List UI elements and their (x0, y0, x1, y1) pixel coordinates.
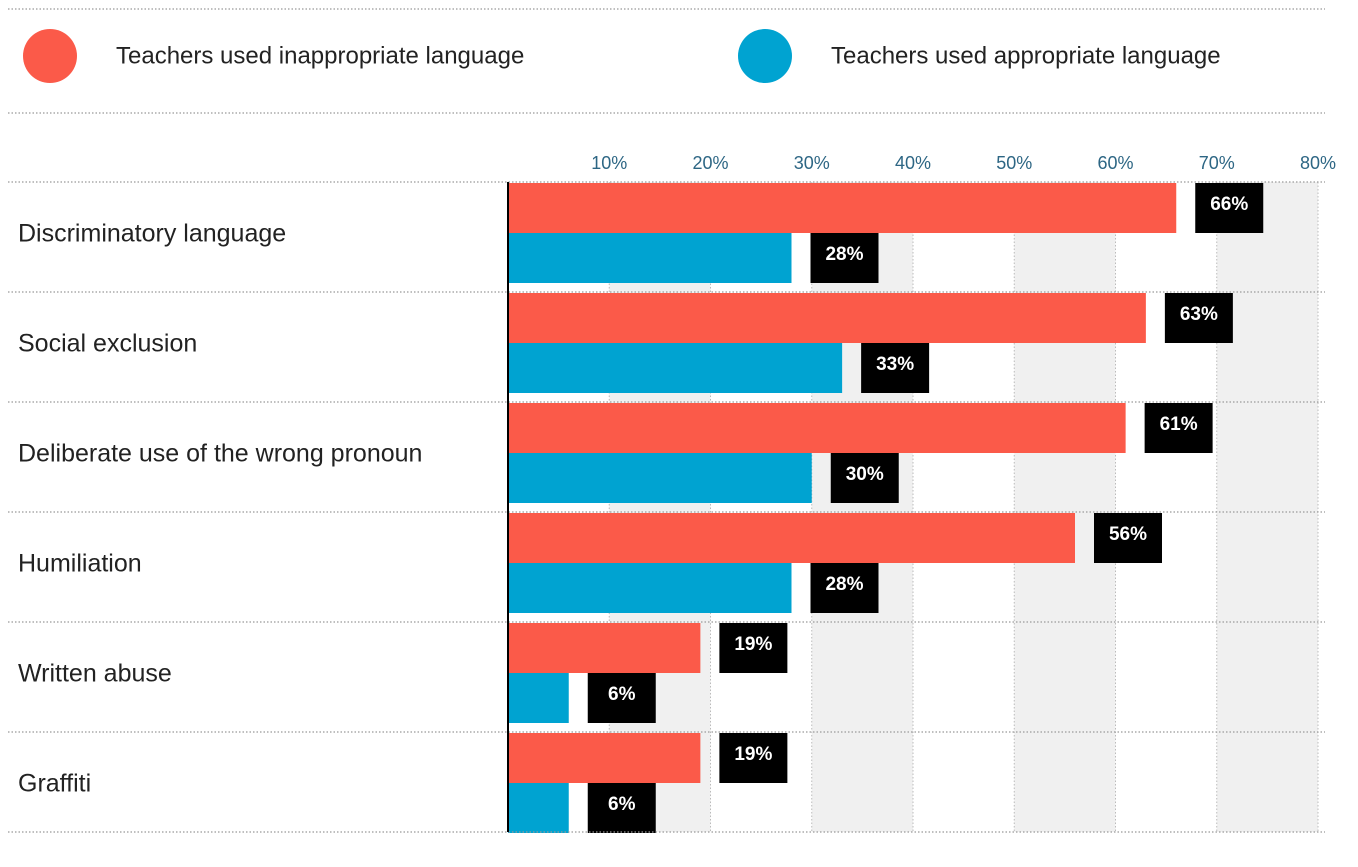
value-label: 19% (734, 744, 772, 765)
value-label-box (1195, 183, 1264, 233)
category-label: Discriminatory language (18, 220, 286, 248)
x-tick-label: 60% (1097, 153, 1133, 173)
value-label-box (719, 623, 788, 673)
value-label: 28% (825, 244, 863, 265)
legend-label: Teachers used appropriate language (831, 42, 1221, 69)
category-label: Written abuse (18, 660, 172, 688)
bar (508, 673, 569, 723)
legend-swatch (738, 29, 792, 83)
value-label-box (587, 673, 656, 723)
category-label: Humiliation (18, 550, 142, 578)
value-label-box (810, 563, 879, 613)
bar (508, 233, 792, 283)
x-tick-label: 20% (692, 153, 728, 173)
grid-band (811, 182, 913, 832)
x-tick-label: 50% (996, 153, 1032, 173)
bar (508, 403, 1126, 453)
legend-swatch (23, 29, 77, 83)
value-label: 28% (825, 574, 863, 595)
grid-band (1216, 182, 1318, 832)
value-label: 33% (876, 354, 914, 375)
bar (508, 783, 569, 833)
bar (508, 293, 1146, 343)
bar (508, 563, 792, 613)
bar (508, 453, 812, 503)
bar (508, 343, 843, 393)
value-label: 30% (846, 464, 884, 485)
value-label: 6% (608, 794, 636, 815)
grid-band (1014, 182, 1116, 832)
legend-label: Teachers used inappropriate language (116, 42, 524, 69)
bar (508, 733, 701, 783)
category-label: Deliberate use of the wrong pronoun (18, 440, 422, 468)
value-label-box (810, 233, 879, 283)
value-label: 56% (1109, 524, 1147, 545)
value-label-box (1164, 293, 1233, 343)
value-label-box (1144, 403, 1213, 453)
x-tick-label: 80% (1300, 153, 1336, 173)
value-label-box (587, 783, 656, 833)
grid-band (609, 182, 711, 832)
x-tick-label: 70% (1199, 153, 1235, 173)
bar (508, 623, 701, 673)
value-label: 19% (734, 634, 772, 655)
value-label: 66% (1210, 194, 1248, 215)
value-label: 63% (1180, 304, 1218, 325)
category-label: Graffiti (18, 770, 91, 798)
bar (508, 183, 1177, 233)
value-label-box (830, 453, 899, 503)
value-label-box (861, 343, 930, 393)
bar (508, 513, 1075, 563)
value-label: 6% (608, 684, 636, 705)
x-tick-label: 10% (591, 153, 627, 173)
value-label-box (719, 733, 788, 783)
x-tick-label: 40% (895, 153, 931, 173)
value-label: 61% (1160, 414, 1198, 435)
value-label-box (1094, 513, 1162, 563)
category-label: Social exclusion (18, 330, 197, 358)
x-tick-label: 30% (794, 153, 830, 173)
